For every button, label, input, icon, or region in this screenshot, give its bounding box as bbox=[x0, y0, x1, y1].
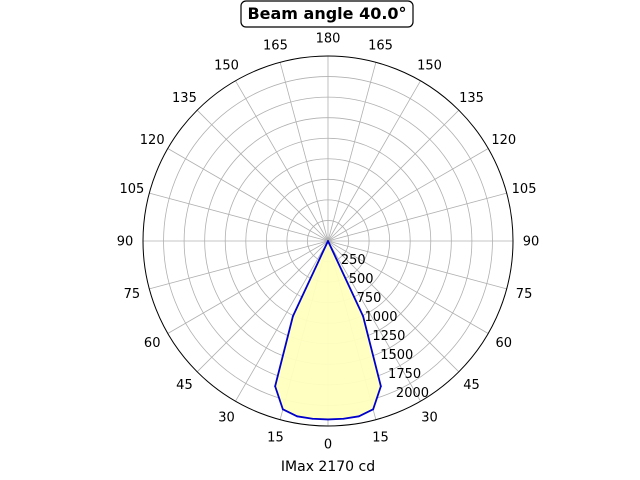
data-point-6 bbox=[327, 418, 329, 421]
chart-title: Beam angle 40.0° bbox=[247, 4, 406, 23]
angle-tick-23: 15 bbox=[372, 431, 389, 446]
angle-tick-12: 180 bbox=[316, 32, 341, 47]
data-point-12 bbox=[327, 240, 329, 242]
grid-spoke-255 bbox=[149, 192, 329, 242]
grid-spoke-45 bbox=[327, 240, 460, 373]
angle-tick-4: 60 bbox=[144, 336, 161, 351]
grid-spoke-105 bbox=[327, 192, 507, 242]
grid-spoke-165 bbox=[327, 62, 377, 242]
x-axis-label: IMax 2170 cd bbox=[281, 459, 375, 475]
beam-curve-layer bbox=[274, 240, 382, 421]
beam-fill-layer bbox=[275, 241, 381, 420]
chart-title-box: Beam angle 40.0° bbox=[240, 0, 414, 28]
data-point-7 bbox=[342, 417, 345, 420]
angle-tick-13: 165 bbox=[368, 38, 393, 53]
angle-tick-11: 165 bbox=[263, 38, 288, 53]
polar-spine bbox=[142, 55, 514, 427]
radial-tick-1250: 1250 bbox=[372, 329, 405, 344]
data-point-2 bbox=[274, 385, 277, 388]
angle-tick-7: 105 bbox=[120, 182, 145, 197]
radial-tick-2000: 2000 bbox=[396, 386, 429, 401]
grid-spoke-300 bbox=[167, 240, 329, 334]
data-point-9 bbox=[372, 408, 375, 411]
grid-spoke-210 bbox=[235, 80, 329, 242]
angle-tick-20: 60 bbox=[496, 336, 513, 351]
angle-tick-18: 90 bbox=[523, 235, 540, 250]
angle-tick-8: 120 bbox=[140, 133, 165, 148]
angle-tick-14: 150 bbox=[417, 59, 442, 74]
grid-spoke-330 bbox=[235, 240, 329, 402]
angle-tick-labels: 0 15 30 45 60 75 90 105 120 135 150 165 180 165 150 135… bbox=[117, 32, 540, 453]
data-point-5 bbox=[311, 417, 314, 420]
angle-tick-17: 105 bbox=[512, 182, 537, 197]
grid-spoke-120 bbox=[327, 148, 489, 242]
grid-spoke-315 bbox=[196, 240, 329, 373]
angle-tick-5: 75 bbox=[124, 287, 141, 302]
radial-tick-500: 500 bbox=[349, 272, 374, 287]
radial-tick-1000: 1000 bbox=[364, 310, 397, 325]
radial-tick-labels: 250 500 750 1000 1250 1500 1750 2000 bbox=[341, 253, 429, 401]
angle-tick-1: 15 bbox=[267, 431, 284, 446]
grid-spoke-30 bbox=[327, 240, 421, 402]
angle-tick-3: 45 bbox=[176, 378, 193, 393]
angle-tick-21: 45 bbox=[463, 378, 480, 393]
data-point-1 bbox=[292, 315, 294, 318]
grid-spoke-195 bbox=[279, 62, 329, 242]
angle-tick-10: 150 bbox=[214, 59, 239, 74]
data-point-4 bbox=[296, 415, 298, 418]
grid-spoke-135 bbox=[327, 109, 460, 242]
outer-spine bbox=[142, 55, 514, 427]
data-point-10 bbox=[379, 385, 382, 388]
radial-tick-1500: 1500 bbox=[380, 348, 413, 363]
grid-spoke-285 bbox=[149, 240, 329, 290]
angle-tick-19: 75 bbox=[516, 287, 533, 302]
angle-tick-9: 135 bbox=[172, 91, 197, 106]
radial-tick-250: 250 bbox=[341, 253, 366, 268]
angle-tick-22: 30 bbox=[421, 410, 438, 425]
grid-spoke-75 bbox=[327, 240, 507, 290]
grid-spoke-225 bbox=[196, 109, 329, 242]
radial-tick-750: 750 bbox=[357, 291, 382, 306]
data-point-8 bbox=[358, 415, 360, 418]
grid-spoke-150 bbox=[327, 80, 421, 242]
angle-tick-6: 90 bbox=[117, 235, 134, 250]
beam-fill bbox=[275, 241, 381, 420]
title-box-frame bbox=[240, 0, 414, 28]
radial-tick-1750: 1750 bbox=[388, 367, 421, 382]
angle-tick-0: 0 bbox=[324, 438, 332, 453]
angle-tick-2: 30 bbox=[218, 410, 235, 425]
grid-spoke-240 bbox=[167, 148, 329, 242]
angle-tick-16: 120 bbox=[491, 133, 516, 148]
data-point-11 bbox=[362, 315, 364, 318]
data-point-3 bbox=[281, 408, 284, 411]
angle-tick-15: 135 bbox=[459, 91, 484, 106]
grid-spoke-60 bbox=[327, 240, 489, 334]
